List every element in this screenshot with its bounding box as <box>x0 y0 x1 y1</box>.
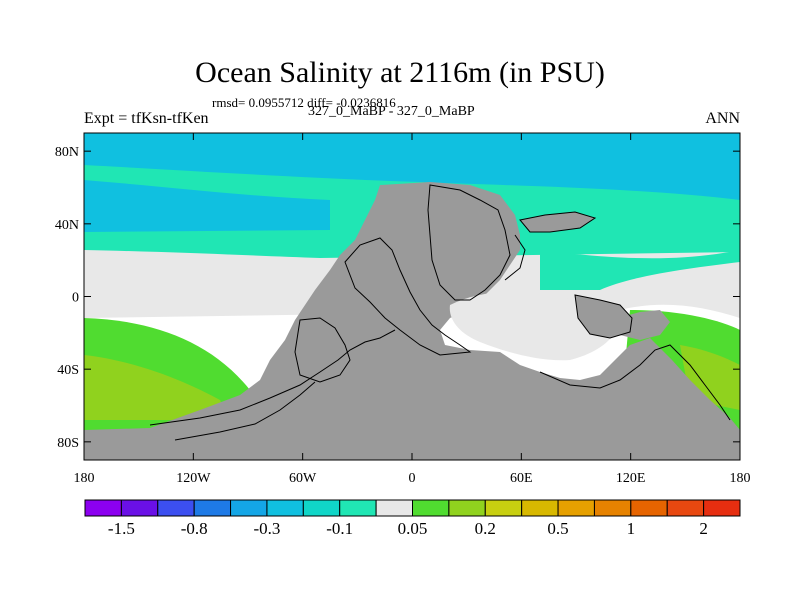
y-tick-label: 40N <box>55 218 79 233</box>
colorbar-box <box>666 499 705 517</box>
x-tick-label: 120E <box>616 471 646 486</box>
colorbar-label: -1.5 <box>108 519 135 538</box>
land-north <box>520 212 595 232</box>
y-tick-label: 40S <box>57 363 79 378</box>
north-teal-right <box>540 250 740 290</box>
colorbar-box <box>230 499 268 517</box>
colorbar-box <box>375 499 414 517</box>
colorbar-label: -0.1 <box>326 519 353 538</box>
colorbar-label: -0.3 <box>253 519 280 538</box>
north-cyan-patch <box>84 180 330 232</box>
land-americas <box>84 182 740 460</box>
y-tick-label: 0 <box>72 291 79 306</box>
colorbar-label: 0.2 <box>475 519 496 538</box>
colorbar-box <box>84 499 122 517</box>
x-tick-label: 60W <box>289 471 317 486</box>
chart-title: Ocean Salinity at 2116m (in PSU) <box>195 56 605 89</box>
colorbar-box <box>339 499 377 517</box>
pacific-tongue <box>449 291 615 361</box>
x-axis: 180 120W 60W 0 60E 120E 180 <box>74 133 751 486</box>
colorbar: -1.5 -0.8 -0.3 -0.1 0.05 0.2 0.5 1 2 <box>84 499 741 538</box>
colorbar-label: 0.05 <box>398 519 428 538</box>
colorbar-label: 1 <box>627 519 636 538</box>
season-label: ANN <box>705 110 740 127</box>
colorbar-box <box>593 499 632 517</box>
y-axis: 80N 40N 0 40S 80S <box>55 145 740 451</box>
colorbar-label: 2 <box>699 519 708 538</box>
land-east <box>610 310 670 340</box>
x-tick-label: 60E <box>510 471 533 486</box>
colorbar-box <box>412 499 450 517</box>
colorbar-label: 0.5 <box>547 519 568 538</box>
x-tick-label: 180 <box>74 471 95 486</box>
x-tick-label: 0 <box>409 471 416 486</box>
map-field <box>84 133 740 460</box>
colorbar-box <box>448 499 486 517</box>
colorbar-box <box>557 499 595 517</box>
x-tick-label: 180 <box>730 471 751 486</box>
x-tick-label: 120W <box>176 471 211 486</box>
stats-line: rmsd= 0.0955712 diff= -0.0236816 <box>212 95 396 110</box>
colorbar-box <box>484 499 523 517</box>
colorbar-box <box>193 499 232 517</box>
colorbar-box <box>266 499 304 517</box>
experiment-label: Expt = tfKsn-tfKen <box>84 110 209 127</box>
coastlines <box>149 184 731 441</box>
colorbar-box <box>521 499 559 517</box>
colorbar-box <box>630 499 668 517</box>
southern-ocean-region <box>84 355 223 432</box>
y-tick-label: 80S <box>57 436 79 451</box>
colorbar-box <box>157 499 195 517</box>
colorbar-label: -0.8 <box>181 519 208 538</box>
y-tick-label: 80N <box>55 145 79 160</box>
colorbar-box <box>703 499 741 517</box>
colorbar-box <box>120 499 159 517</box>
subtitle-label: 327_0_MaBP - 327_0_MaBP <box>308 104 475 119</box>
colorbar-box <box>302 499 341 517</box>
